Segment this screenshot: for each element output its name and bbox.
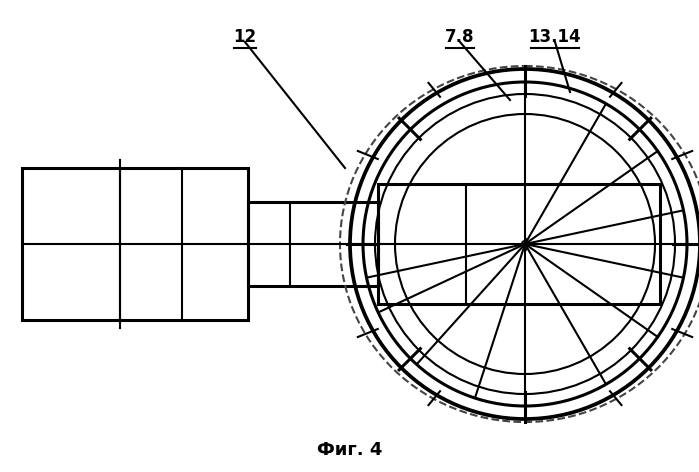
Text: Фиг. 4: Фиг. 4 — [317, 441, 382, 459]
Text: 12: 12 — [233, 28, 257, 46]
Text: 7.8: 7.8 — [445, 28, 475, 46]
Text: 13.14: 13.14 — [528, 28, 582, 46]
